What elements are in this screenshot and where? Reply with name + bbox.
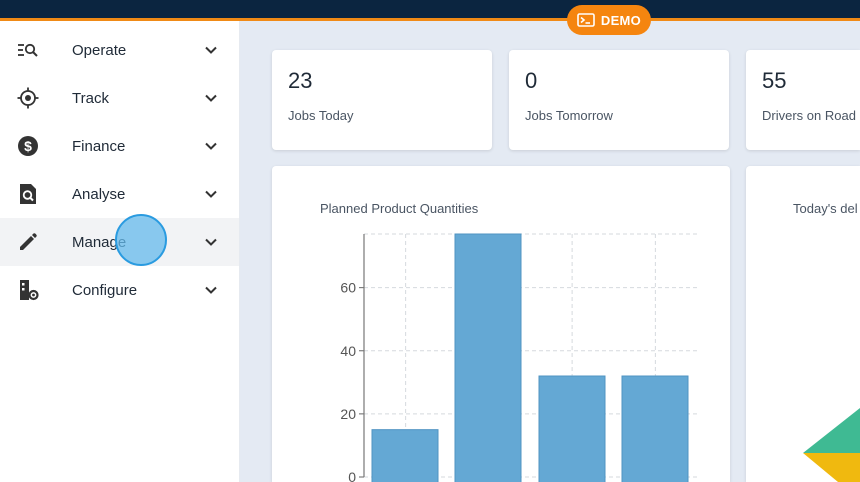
dollar-icon: $ <box>16 134 40 158</box>
stat-card-jobs-today[interactable]: 23 Jobs Today <box>272 50 492 150</box>
demo-badge[interactable]: DEMO <box>567 5 651 35</box>
pie-chart-card: Today's del <box>746 166 860 482</box>
sidebar-item-label: Operate <box>72 41 127 59</box>
pencil-icon <box>16 230 40 254</box>
sidebar-item-track[interactable]: Track <box>0 74 239 122</box>
stat-card-jobs-tomorrow[interactable]: 0 Jobs Tomorrow <box>509 50 729 150</box>
pie-chart-title: Today's del <box>793 201 858 216</box>
sidebar-item-finance[interactable]: $ Finance <box>0 122 239 170</box>
stat-value: 55 <box>762 68 787 93</box>
y-tick-label: 20 <box>340 406 356 422</box>
crosshair-icon <box>16 86 40 110</box>
sidebar-item-label: Finance <box>72 137 126 155</box>
sidebar-item-configure[interactable]: Configure <box>0 266 239 314</box>
stat-label: Jobs Today <box>288 108 354 123</box>
stat-card-drivers-on-road[interactable]: 55 Drivers on Road <box>746 50 860 150</box>
stat-label: Jobs Tomorrow <box>525 108 613 123</box>
operate-search-icon <box>16 38 40 62</box>
sidebar-item-label: Configure <box>72 281 138 299</box>
pie-chart <box>803 408 860 482</box>
y-tick-label: 0 <box>348 469 356 482</box>
stat-value: 0 <box>525 68 538 93</box>
sidebar-item-label: Track <box>72 89 109 107</box>
stat-label: Drivers on Road <box>762 108 856 123</box>
y-tick-label: 40 <box>340 343 356 359</box>
top-bar <box>0 0 860 21</box>
chevron-down-icon <box>205 142 217 150</box>
chevron-down-icon <box>205 46 217 54</box>
bar[interactable] <box>538 375 606 482</box>
chevron-down-icon <box>205 94 217 102</box>
pie-slice-yellow <box>803 453 860 482</box>
chart-title: Planned Product Quantities <box>320 201 479 216</box>
configure-icon <box>16 278 40 302</box>
y-tick-label: 60 <box>340 280 356 296</box>
bar-chart-card: Planned Product Quantities 0 20 40 60 <box>272 166 730 482</box>
sidebar-item-label: Analyse <box>72 185 126 203</box>
sidebar-item-analyse[interactable]: Analyse <box>0 170 239 218</box>
chevron-down-icon <box>205 286 217 294</box>
bar-chart: 0 20 40 60 <box>340 233 697 482</box>
bar[interactable] <box>371 429 439 482</box>
stat-value: 23 <box>288 68 313 93</box>
terminal-icon <box>577 13 595 27</box>
sidebar-item-operate[interactable]: Operate <box>0 26 239 74</box>
chevron-down-icon <box>205 190 217 198</box>
bar[interactable] <box>621 375 689 482</box>
click-indicator <box>115 214 167 266</box>
bar[interactable] <box>454 233 522 482</box>
chevron-down-icon <box>205 238 217 246</box>
sidebar-item-label: Manage <box>72 233 127 251</box>
svg-text:$: $ <box>24 138 32 154</box>
analyse-icon <box>16 182 40 206</box>
demo-label: DEMO <box>600 12 642 28</box>
pie-slice-green <box>803 408 860 453</box>
